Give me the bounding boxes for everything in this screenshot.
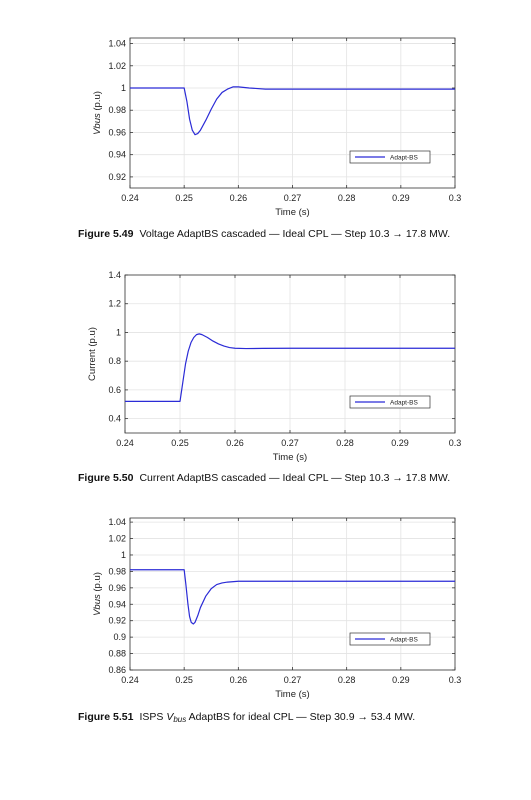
x-tick-label: 0.3 <box>449 438 462 448</box>
x-tick-label: 0.25 <box>175 675 193 685</box>
figure-number: Figure 5.49 <box>78 228 134 240</box>
chart-voltage-5-49: 0.24 0.25 0.26 0.27 0.28 0.29 0.3 0.92 0.94 0.96 0… <box>92 37 462 218</box>
y-tick-label: 0.98 <box>108 566 126 576</box>
legend-label: Adapt-BS <box>390 400 418 407</box>
x-tick-label: 0.28 <box>338 193 356 203</box>
y-tick-label: 0.86 <box>108 665 126 675</box>
y-tick-label: 1.02 <box>108 61 126 71</box>
chart-current-5-50: 0.24 0.25 0.26 0.27 0.28 0.29 0.3 0.4 0.6 0.8 1 1.2… <box>87 270 462 463</box>
y-tick-label: 1.04 <box>108 39 126 49</box>
caption-v: V <box>166 711 174 723</box>
x-tick-label: 0.3 <box>449 675 462 685</box>
y-tick-label: 1.02 <box>108 534 126 544</box>
y-tick-label: 0.96 <box>108 583 126 593</box>
x-tick-label: 0.27 <box>284 193 302 203</box>
y-tick-label: 1.2 <box>108 299 121 309</box>
x-tick-label: 0.29 <box>392 675 410 685</box>
y-tick-label: 0.94 <box>108 150 126 160</box>
y-tick-label: 1 <box>121 83 126 93</box>
caption-text: Voltage AdaptBS cascaded — Ideal CPL — S… <box>139 228 451 240</box>
legend-box <box>349 395 431 409</box>
legend: Adapt-BS <box>349 632 431 646</box>
caption-text: Current AdaptBS cascaded — Ideal CPL — S… <box>139 472 451 484</box>
y-tick-label: 0.92 <box>108 616 126 626</box>
caption-subscript: bus <box>173 715 187 724</box>
y-tick-label: 1 <box>121 550 126 560</box>
legend-label: Adapt-BS <box>390 637 418 644</box>
chart-voltage-5-51: 0.24 0.25 0.26 0.27 0.28 0.29 0.3 0.86 0.88 0.9 0.… <box>92 517 462 700</box>
y-tick-label: 0.92 <box>108 172 126 182</box>
y-tick-label: 0.8 <box>108 356 121 366</box>
legend: Adapt-BS <box>349 150 431 164</box>
figure-caption: Figure 5.50 Current AdaptBS cascaded — Id… <box>78 472 518 484</box>
y-axis-label: Vbus (p.u) <box>92 91 103 135</box>
legend-label: Adapt-BS <box>390 155 418 162</box>
y-axis-label: Current (p.u) <box>87 327 98 381</box>
y-axis-label: Vbus (p.u) <box>92 572 103 616</box>
x-tick-label: 0.24 <box>121 193 139 203</box>
x-tick-label: 0.26 <box>226 438 244 448</box>
x-tick-label: 0.26 <box>230 193 248 203</box>
x-tick-label: 0.28 <box>338 675 356 685</box>
y-tick-label: 0.96 <box>108 127 126 137</box>
figure-caption: Figure 5.51 ISPS Vbus AdaptBS for ideal C… <box>78 711 518 724</box>
series-line-adapt-bs <box>130 569 455 625</box>
figure-number: Figure 5.51 <box>78 711 134 723</box>
y-tick-label: 0.4 <box>108 414 121 424</box>
x-tick-label: 0.27 <box>284 675 302 685</box>
legend-box <box>349 150 431 164</box>
x-tick-label: 0.27 <box>281 438 299 448</box>
legend-box <box>349 632 431 646</box>
figure-number: Figure 5.50 <box>78 472 134 484</box>
x-axis-label: Time (s) <box>275 689 309 700</box>
x-tick-label: 0.24 <box>121 675 139 685</box>
caption-text-before: ISPS <box>139 711 167 723</box>
x-tick-label: 0.29 <box>392 193 410 203</box>
y-tick-label: 1 <box>116 327 121 337</box>
y-tick-label: 0.6 <box>108 385 121 395</box>
y-tick-label: 0.98 <box>108 105 126 115</box>
y-tick-label: 0.88 <box>108 649 126 659</box>
x-axis-label: Time (s) <box>275 207 309 218</box>
x-axis-label: Time (s) <box>273 452 307 463</box>
x-tick-label: 0.25 <box>171 438 189 448</box>
x-tick-label: 0.25 <box>175 193 193 203</box>
x-tick-label: 0.26 <box>230 675 248 685</box>
figure-caption: Figure 5.49 Voltage AdaptBS cascaded — Id… <box>78 228 518 240</box>
series-line-adapt-bs <box>125 333 455 402</box>
y-tick-label: 0.94 <box>108 599 126 609</box>
caption-text-after: AdaptBS for ideal CPL — Step 30.9 → 53.4… <box>186 711 416 723</box>
x-tick-label: 0.24 <box>116 438 134 448</box>
legend: Adapt-BS <box>349 395 431 409</box>
y-tick-label: 1.4 <box>108 270 121 280</box>
y-tick-label: 0.9 <box>113 632 126 642</box>
x-tick-label: 0.3 <box>449 193 462 203</box>
x-tick-label: 0.28 <box>336 438 354 448</box>
series-line-adapt-bs <box>130 86 455 136</box>
y-tick-label: 1.04 <box>108 517 126 527</box>
x-tick-label: 0.29 <box>391 438 409 448</box>
